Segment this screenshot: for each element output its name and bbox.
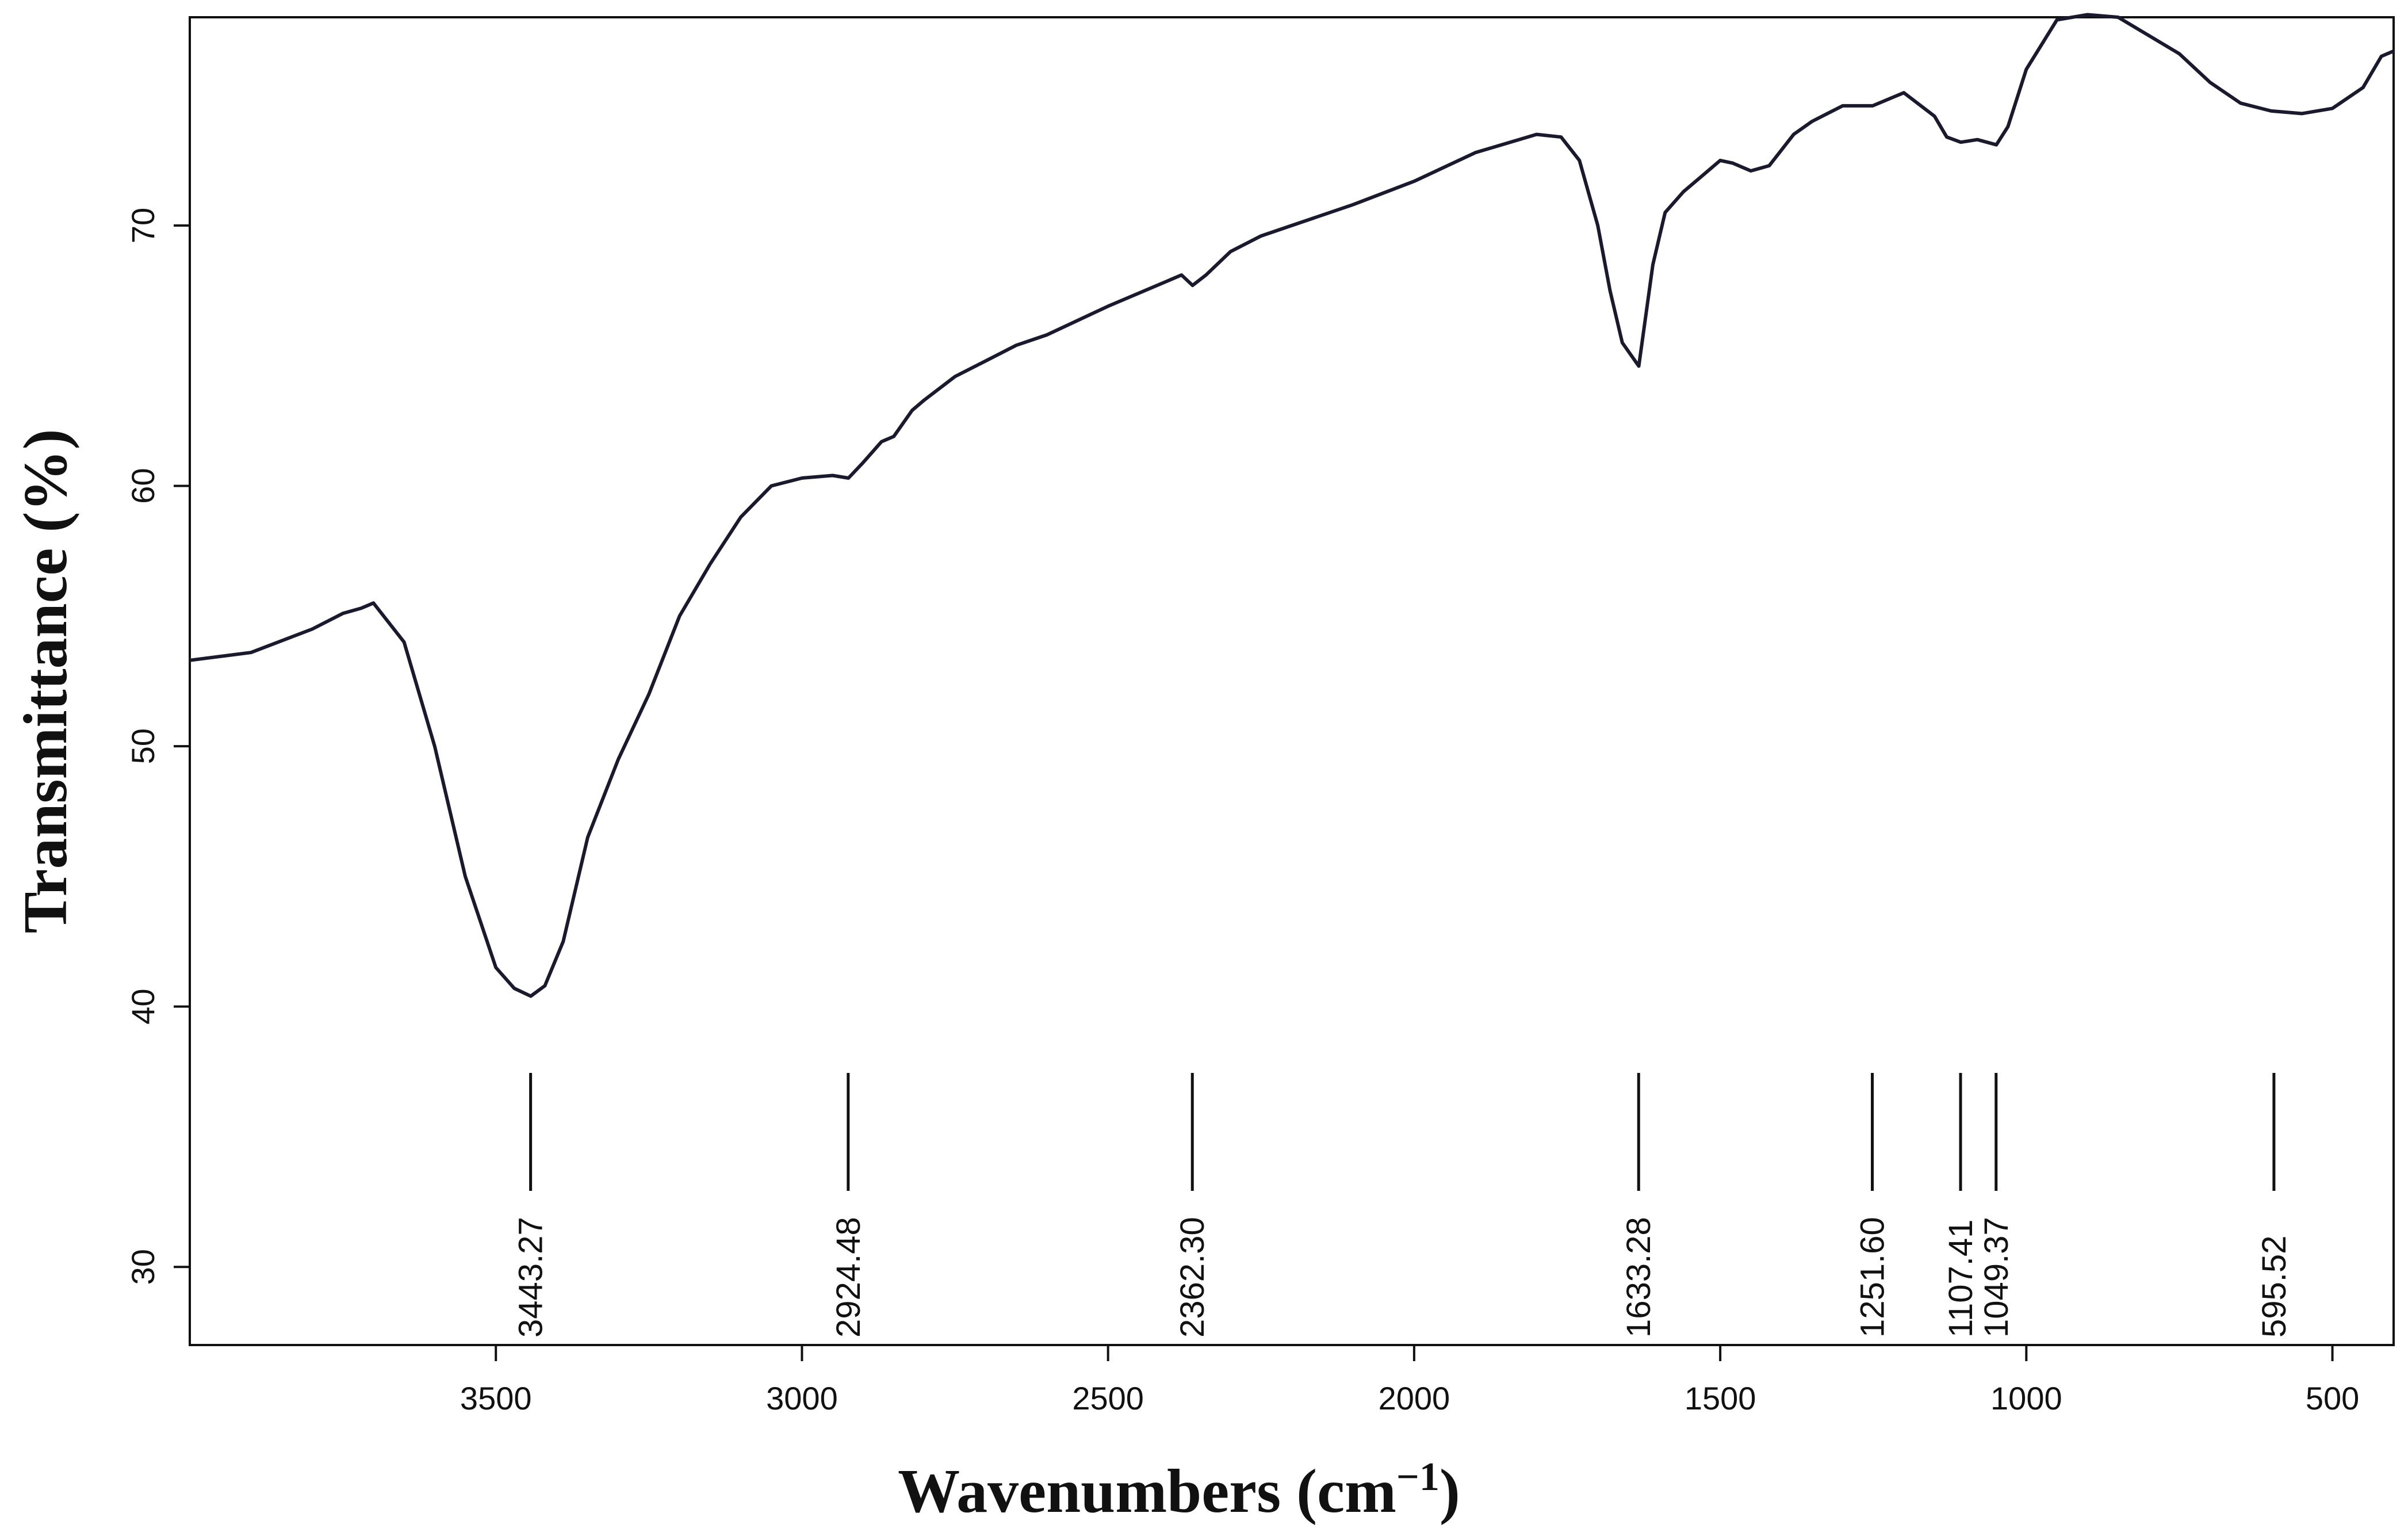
y-tick-label: 50 — [125, 728, 161, 764]
y-tick-label: 30 — [125, 1249, 161, 1285]
peak-annotations: 3443.27 2924.48 2362.30 1633.28 1251.60 1107.… — [512, 1073, 2293, 1338]
x-tick-label: 3000 — [766, 1380, 838, 1416]
y-axis-title: Transmittance (%) — [12, 429, 80, 934]
x-axis-title-superscript: −1 — [1396, 1455, 1440, 1499]
y-tick-label: 70 — [125, 208, 161, 243]
x-axis: 3500 3000 2500 2000 1500 1000 500 — [460, 1345, 2359, 1416]
x-tick-label: 2000 — [1379, 1380, 1450, 1416]
y-axis: 30 40 50 60 70 — [125, 208, 190, 1285]
y-tick-label: 40 — [125, 989, 161, 1025]
peak-label: 595.52 — [2256, 1236, 2293, 1338]
y-tick-label: 60 — [125, 468, 161, 503]
peak-label: 1251.60 — [1854, 1217, 1892, 1338]
peak-label: 2924.48 — [830, 1217, 867, 1338]
x-tick-label: 3500 — [460, 1380, 532, 1416]
peak-label: 3443.27 — [512, 1217, 550, 1338]
x-axis-title-main: Wavenumbers (cm — [898, 1457, 1396, 1526]
x-tick-label: 500 — [2306, 1380, 2359, 1416]
x-tick-label: 1000 — [1990, 1380, 2062, 1416]
x-axis-title: Wavenumbers (cm−1) — [898, 1455, 1460, 1526]
peak-label: 1049.37 — [1978, 1217, 2015, 1338]
x-tick-label: 2500 — [1072, 1380, 1144, 1416]
peak-label: 1107.41 — [1942, 1220, 1980, 1338]
peak-label: 1633.28 — [1620, 1217, 1657, 1338]
spectrum-line — [189, 13, 2395, 998]
x-tick-label: 1500 — [1685, 1380, 1756, 1416]
plot-frame — [189, 16, 2395, 1346]
x-axis-title-close: ) — [1440, 1457, 1460, 1526]
peak-label: 2362.30 — [1174, 1217, 1211, 1338]
